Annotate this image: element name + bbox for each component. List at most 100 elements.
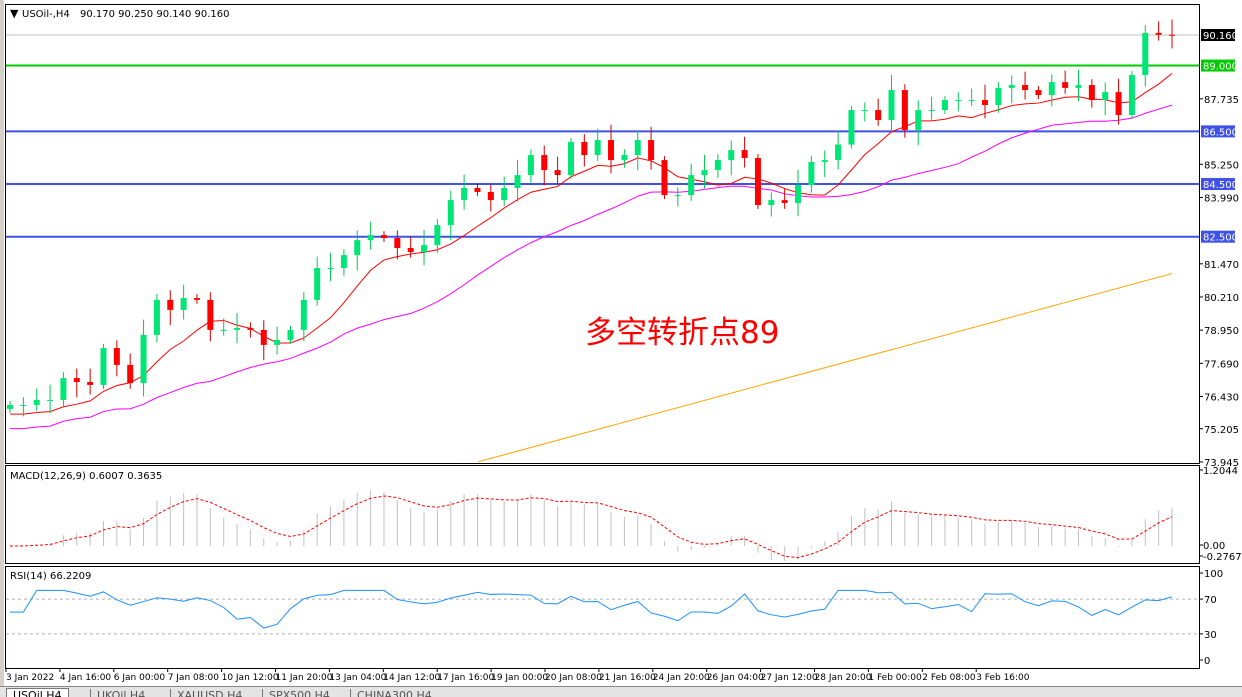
candle-body [928, 110, 935, 112]
macd-tick-label: -0.2767 [1203, 552, 1242, 563]
candle-body [741, 150, 748, 158]
candle-body [167, 299, 174, 310]
candle [1048, 74, 1055, 107]
candle-body [581, 141, 588, 156]
candle-body [340, 255, 347, 269]
candle [474, 184, 481, 196]
candle-body [527, 155, 534, 176]
candle [901, 84, 908, 138]
candle-body [100, 348, 107, 385]
candle [60, 372, 67, 408]
candle [848, 106, 855, 149]
rsi-line [10, 589, 1173, 629]
symbol-menu-icon[interactable]: ▼ [10, 7, 19, 20]
candle-body [861, 110, 868, 112]
candle-body [514, 175, 521, 188]
candle-body [220, 329, 227, 331]
candle [968, 88, 975, 106]
candle [688, 163, 695, 201]
tab-usoil[interactable]: USOil,H4 [6, 688, 69, 697]
price-tick-label: 81.470 [1204, 260, 1239, 271]
tab-china300[interactable]: CHINA300,H4 [350, 689, 438, 697]
candle [567, 137, 574, 180]
time-tick-label: 24 Jan 20:00 [653, 673, 710, 683]
price-tick-label: 85.250 [1204, 160, 1239, 171]
candle [434, 219, 441, 253]
candle-body [140, 334, 147, 384]
candle [995, 82, 1002, 113]
candle-body [621, 155, 628, 161]
candle [180, 284, 187, 320]
time-tick-label: 11 Jan 20:00 [276, 673, 333, 683]
candle-body [354, 240, 361, 256]
candle [113, 340, 120, 377]
level-label-bg [1201, 178, 1235, 191]
candle [821, 150, 828, 178]
candle [1062, 70, 1069, 94]
candle [781, 188, 788, 209]
tab-spx500[interactable]: SPX500,H4 [262, 689, 336, 697]
time-tick-label: 6 Jan 00:00 [114, 673, 166, 683]
candle-body [20, 404, 27, 406]
level-label-bg [1201, 59, 1235, 72]
candle [728, 140, 735, 176]
level-label: 84.500 [1203, 180, 1238, 191]
time-tick-label: 17 Jan 16:00 [437, 673, 494, 683]
time-tick-label: 7 Jan 08:00 [168, 673, 220, 683]
candle [447, 190, 454, 241]
candle [1035, 86, 1042, 99]
candle [33, 388, 40, 411]
candle [314, 256, 321, 306]
candle [7, 400, 13, 413]
candle-body [541, 155, 548, 171]
candle [741, 136, 748, 168]
current-price-label-bg [1201, 29, 1235, 41]
candle-body [1169, 34, 1175, 36]
candle-body [1048, 82, 1055, 96]
time-tick-label: 1 Feb 00:00 [868, 673, 922, 683]
candle [608, 124, 615, 174]
candle [634, 130, 641, 171]
candle [73, 368, 80, 398]
price-tick-label: 77.690 [1204, 359, 1239, 370]
candle [674, 187, 681, 207]
candle [100, 344, 107, 389]
candle [754, 154, 761, 210]
candle [487, 184, 494, 212]
time-tick-label: 14 Jan 12:00 [383, 673, 440, 683]
candle-body [153, 299, 160, 335]
time-tick-label: 10 Jan 12:00 [222, 673, 279, 683]
candle-body [474, 187, 481, 192]
candle [354, 230, 361, 271]
time-tick-label: 3 Jan 2022 [6, 673, 54, 683]
candle-body [955, 100, 962, 102]
candle-body [901, 90, 908, 131]
candle [1102, 82, 1109, 116]
tab-ukoil[interactable]: UKOil,H4 [90, 689, 151, 697]
candle-body [728, 150, 735, 161]
candle-body [113, 348, 120, 365]
candle-body [1115, 92, 1122, 116]
candle [1115, 78, 1122, 125]
candle-body [327, 268, 334, 270]
candle [581, 134, 588, 167]
candle [394, 230, 401, 260]
fast-ma-line [10, 72, 1173, 415]
candle-body [1142, 32, 1149, 76]
candle-body [941, 100, 948, 111]
candle [501, 176, 508, 206]
candle-body [501, 187, 508, 201]
tab-xauusd[interactable]: XAUUSD,H4 [170, 689, 248, 697]
candle-body [407, 248, 414, 252]
candle-body [367, 235, 374, 241]
candle-body [1128, 75, 1135, 116]
candle-body [661, 160, 668, 196]
candle-body [888, 90, 895, 121]
level-label-bg [1201, 230, 1235, 243]
candle [1022, 71, 1029, 100]
rsi-tick-label: 30 [1204, 630, 1217, 641]
candle [861, 102, 868, 122]
candle-body [1075, 85, 1082, 88]
time-tick-label: 2 Feb 08:00 [922, 673, 976, 683]
